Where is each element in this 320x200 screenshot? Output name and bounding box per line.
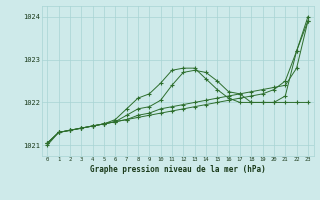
X-axis label: Graphe pression niveau de la mer (hPa): Graphe pression niveau de la mer (hPa)	[90, 165, 266, 174]
